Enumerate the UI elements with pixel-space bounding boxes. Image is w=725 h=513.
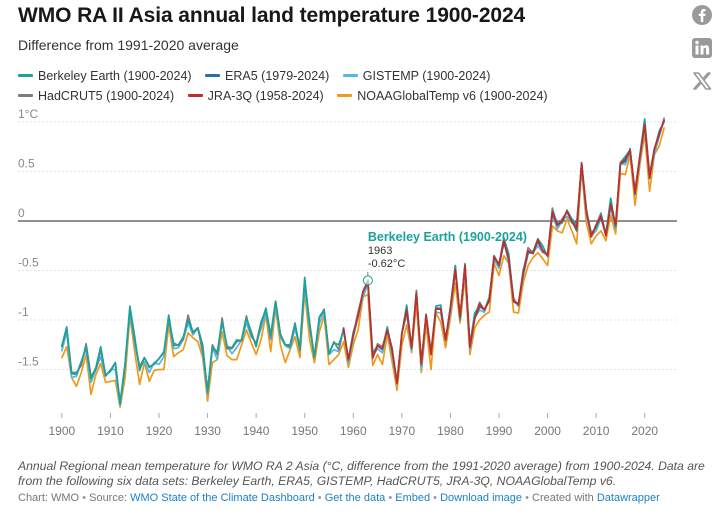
x-tick-label: 1970: [389, 424, 416, 438]
tooltip: Berkeley Earth (1900-2024) 1963 -0.62°C: [362, 230, 527, 286]
chart-legend: Berkeley Earth (1900-2024) ERA5 (1979-20…: [18, 66, 603, 106]
y-tick-label: 0.5: [18, 157, 35, 171]
chart-title: WMO RA II Asia annual land temperature 1…: [18, 4, 526, 27]
footer-created-with: Created with: [532, 492, 594, 504]
x-tick-label: 1900: [49, 424, 76, 438]
legend-swatch-noaa: [337, 94, 353, 98]
footer-credit: Chart: WMO: [18, 492, 80, 504]
legend-item[interactable]: JRA-3Q (1958-2024): [187, 86, 324, 106]
legend-item[interactable]: NOAAGlobalTemp v6 (1900-2024): [337, 86, 548, 106]
x-tick-label: 2000: [534, 424, 561, 438]
legend-label: HadCRUT5 (1900-2024): [38, 89, 175, 103]
legend-swatch-hadcrut5: [18, 94, 33, 98]
x-tick-label: 1940: [243, 424, 270, 438]
tooltip-value: -0.62°C: [368, 258, 405, 270]
chart-note: Annual Regional mean temperature for WMO…: [18, 459, 705, 488]
chart-subtitle: Difference from 1991-2020 average: [18, 37, 239, 53]
series-line-gistemp: [61, 117, 665, 406]
x-tick-label: 1930: [194, 424, 221, 438]
series-line-hadcrut5: [61, 120, 665, 404]
y-tick-label: -0.5: [18, 256, 39, 270]
x-tick-label: 1960: [340, 424, 367, 438]
x-tick-label: 1980: [437, 424, 464, 438]
legend-swatch-era5: [205, 74, 221, 78]
embed-link[interactable]: Embed: [395, 492, 431, 504]
chart-footer: Chart: WMO • Source: WMO State of the Cl…: [18, 492, 660, 504]
x-tick-label: 1990: [486, 424, 513, 438]
legend-item[interactable]: Berkeley Earth (1900-2024): [18, 66, 192, 86]
y-axis: 1°C 0.5 0 -0.5 -1 -1.5: [18, 108, 39, 369]
linkedin-icon[interactable]: [691, 37, 713, 59]
y-tick-label: -1: [18, 305, 29, 319]
line-chart: 1°C0.50-0.5-1-1.5 1900 1910 1920 1930 1940 19…: [18, 108, 677, 438]
series-line-berkeley: [61, 118, 665, 405]
download-image-link[interactable]: Download image: [440, 492, 523, 504]
x-axis: 1900 1910 1920 1930 1940 1950 1960 1970 1980 1990…: [49, 413, 658, 438]
facebook-icon[interactable]: [691, 4, 713, 26]
tooltip-year: 1963: [368, 245, 392, 257]
social-share-bar: [691, 4, 715, 103]
legend-label: Berkeley Earth (1900-2024): [38, 69, 192, 83]
x-tick-label: 2020: [631, 424, 658, 438]
legend-label: JRA-3Q (1958-2024): [207, 89, 324, 103]
x-tick-label: 1910: [97, 424, 124, 438]
y-tick-label: 1°C: [18, 108, 38, 121]
legend-label: ERA5 (1979-2024): [225, 69, 330, 83]
tooltip-marker: [362, 275, 373, 286]
x-tick-label: 1920: [146, 424, 173, 438]
legend-swatch-jra3q: [187, 94, 203, 98]
datawrapper-link[interactable]: Datawrapper: [596, 492, 660, 504]
x-icon[interactable]: [691, 70, 713, 92]
footer-source-label: Source:: [89, 492, 128, 504]
y-tick-label: -1.5: [18, 355, 39, 369]
x-tick-label: 1950: [291, 424, 318, 438]
y-tick-label: 0: [18, 206, 25, 220]
grid-lines: [18, 121, 677, 370]
get-data-link[interactable]: Get the data: [324, 492, 386, 504]
legend-swatch-berkeley: [18, 74, 33, 78]
legend-swatch-gistemp: [342, 74, 358, 78]
x-tick-label: 2010: [583, 424, 610, 438]
series-lines: [61, 117, 665, 408]
legend-label: GISTEMP (1900-2024): [362, 69, 491, 83]
legend-item[interactable]: ERA5 (1979-2024): [205, 66, 329, 86]
series-line-jra3q: [342, 119, 665, 385]
footer-source-link[interactable]: WMO State of the Climate Dashboard: [130, 492, 315, 504]
legend-label: NOAAGlobalTemp v6 (1900-2024): [357, 89, 548, 103]
tooltip-series: Berkeley Earth (1900-2024): [368, 230, 527, 244]
legend-item[interactable]: HadCRUT5 (1900-2024): [18, 86, 174, 106]
legend-item[interactable]: GISTEMP (1900-2024): [342, 66, 491, 86]
